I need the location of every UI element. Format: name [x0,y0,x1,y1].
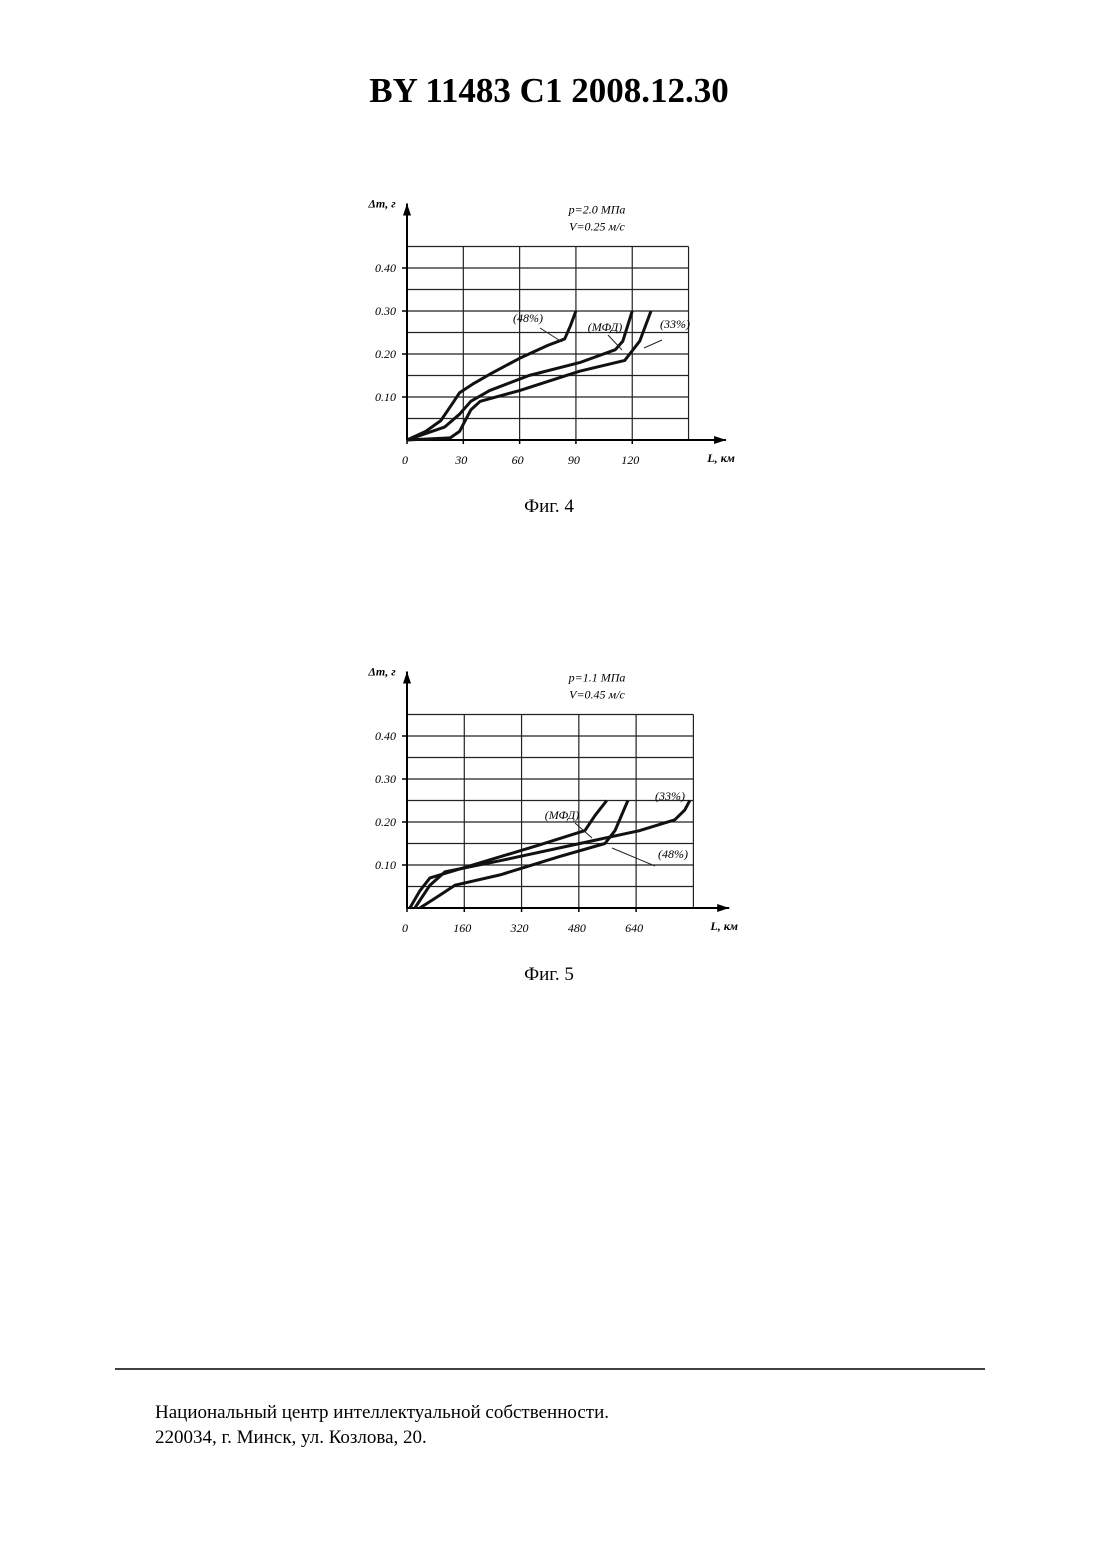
series-label: (48%) [513,311,543,325]
x-tick-label: 60 [512,453,524,467]
annotation: V=0.25 м/с [569,220,625,234]
x-tick-label: 120 [621,453,639,467]
leader-line [644,340,662,348]
x-tick-label: 90 [568,453,580,467]
x-arrow [714,436,726,444]
x-tick-label: 320 [510,921,529,935]
header: BY 11483 C1 2008.12.30 [369,71,728,110]
leader-line [612,848,655,866]
figure-caption: Фиг. 4 [524,496,574,517]
y-tick-label: 0.40 [375,729,396,743]
x-tick-label: 480 [568,921,586,935]
y-tick-label: 0.30 [375,772,396,786]
series-label: (33%) [655,789,685,803]
x-tick-label: 30 [454,453,467,467]
x-tick-label: 640 [625,921,643,935]
y-tick-label: 0.40 [375,261,396,275]
page: BY 11483 C1 2008.12.30 Национальный цент… [0,0,1100,1556]
series-label: (33%) [660,317,690,331]
y-arrow [403,204,411,216]
footer-line: 220034, г. Минск, ул. Козлова, 20. [155,1427,427,1448]
y-axis-label: Δm, г [367,665,396,679]
series-label: (МФД) [545,808,579,822]
x-tick-label: 0 [402,453,408,467]
annotation: V=0.45 м/с [569,688,625,702]
footer-line: Национальный центр интеллектуальной собс… [155,1402,609,1423]
y-tick-label: 0.30 [375,304,396,318]
x-axis-label: L, км [706,451,735,465]
x-axis-label: L, км [709,919,738,933]
series-label: (МФД) [588,320,622,334]
series-label: (48%) [658,847,688,861]
figure-caption: Фиг. 5 [524,964,574,985]
y-tick-label: 0.20 [375,815,396,829]
x-tick-label: 160 [453,921,471,935]
y-tick-label: 0.10 [375,390,396,404]
y-tick-label: 0.20 [375,347,396,361]
y-tick-label: 0.10 [375,858,396,872]
y-arrow [403,672,411,684]
annotation: p=1.1 МПа [568,671,626,685]
annotation: p=2.0 МПа [568,203,626,217]
leader-line [540,328,562,342]
y-axis-label: Δm, г [367,197,396,211]
x-tick-label: 0 [402,921,408,935]
x-arrow [717,904,729,912]
